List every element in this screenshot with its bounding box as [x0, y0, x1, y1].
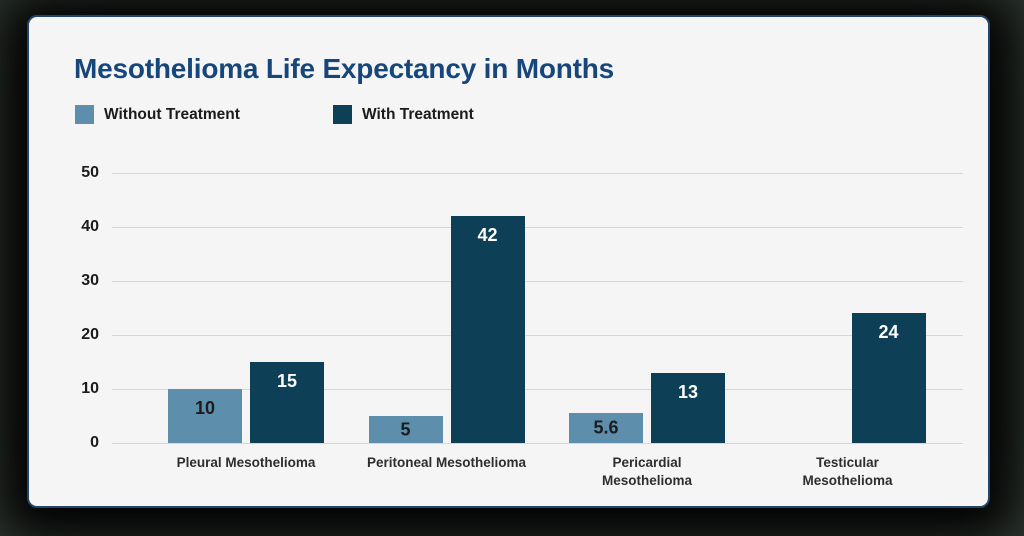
y-axis-tick-label: 20: [81, 326, 99, 343]
bar-group: 5 42: [346, 173, 547, 443]
x-axis-category-label: Pleural Mesothelioma: [176, 455, 316, 470]
legend-label: Without Treatment: [104, 105, 240, 123]
gridline: [112, 173, 963, 174]
legend-label: With Treatment: [362, 105, 474, 123]
bar-value-label: 42: [477, 225, 498, 246]
y-axis-tick-label: 10: [81, 380, 99, 397]
x-axis-category-label: Pericardial Mesothelioma: [601, 455, 693, 488]
plot-area: 0 10 20 30 40 50 10 15 Pleural Mesothelioma 5 42 Pe…: [81, 164, 963, 488]
chart-card: Mesothelioma Life Expectancy in Months W…: [27, 15, 990, 508]
x-axis-category-label: Peritoneal Mesothelioma: [366, 455, 527, 470]
bar-with-treatment: 15: [250, 362, 324, 443]
y-axis-tick-label: 50: [81, 164, 99, 181]
y-axis-tick-label: 40: [81, 218, 99, 235]
legend-swatch-with-treatment: [333, 105, 352, 124]
bar-value-label: 13: [677, 381, 699, 402]
bar-group: 5.6 13: [547, 173, 748, 443]
bar-with-treatment: 24: [851, 313, 926, 443]
bar-group: 24: [747, 173, 948, 443]
bar-without-treatment: 10: [168, 389, 242, 443]
legend-swatch-without-treatment: [75, 105, 94, 124]
bar-group: 10 15: [146, 173, 347, 443]
gridline: [112, 443, 963, 444]
y-axis-tick-label: 30: [81, 272, 99, 289]
bar-value-label: 15: [276, 371, 298, 391]
gridline: [112, 281, 963, 282]
bar-value-label: 10: [194, 398, 216, 418]
bar-without-treatment: 5.6: [569, 412, 643, 443]
legend-item-with-treatment: With Treatment: [333, 105, 474, 124]
y-axis-tick-label: 0: [90, 434, 99, 451]
bar-with-treatment: 13: [651, 372, 725, 443]
bar-value-label: 5: [400, 419, 411, 439]
bar-value-label: 24: [878, 322, 899, 343]
bar-with-treatment: 42: [450, 216, 525, 443]
bar-without-treatment: 5: [368, 416, 443, 443]
x-axis-category-label: Testicular Mesothelioma: [802, 455, 893, 488]
gridline: [112, 335, 963, 336]
legend-item-without-treatment: Without Treatment: [75, 105, 240, 124]
chart-title: Mesothelioma Life Expectancy in Months: [74, 53, 615, 84]
gridline: [112, 227, 963, 228]
gridline: [112, 389, 963, 390]
bar-value-label: 5.6: [593, 417, 619, 438]
